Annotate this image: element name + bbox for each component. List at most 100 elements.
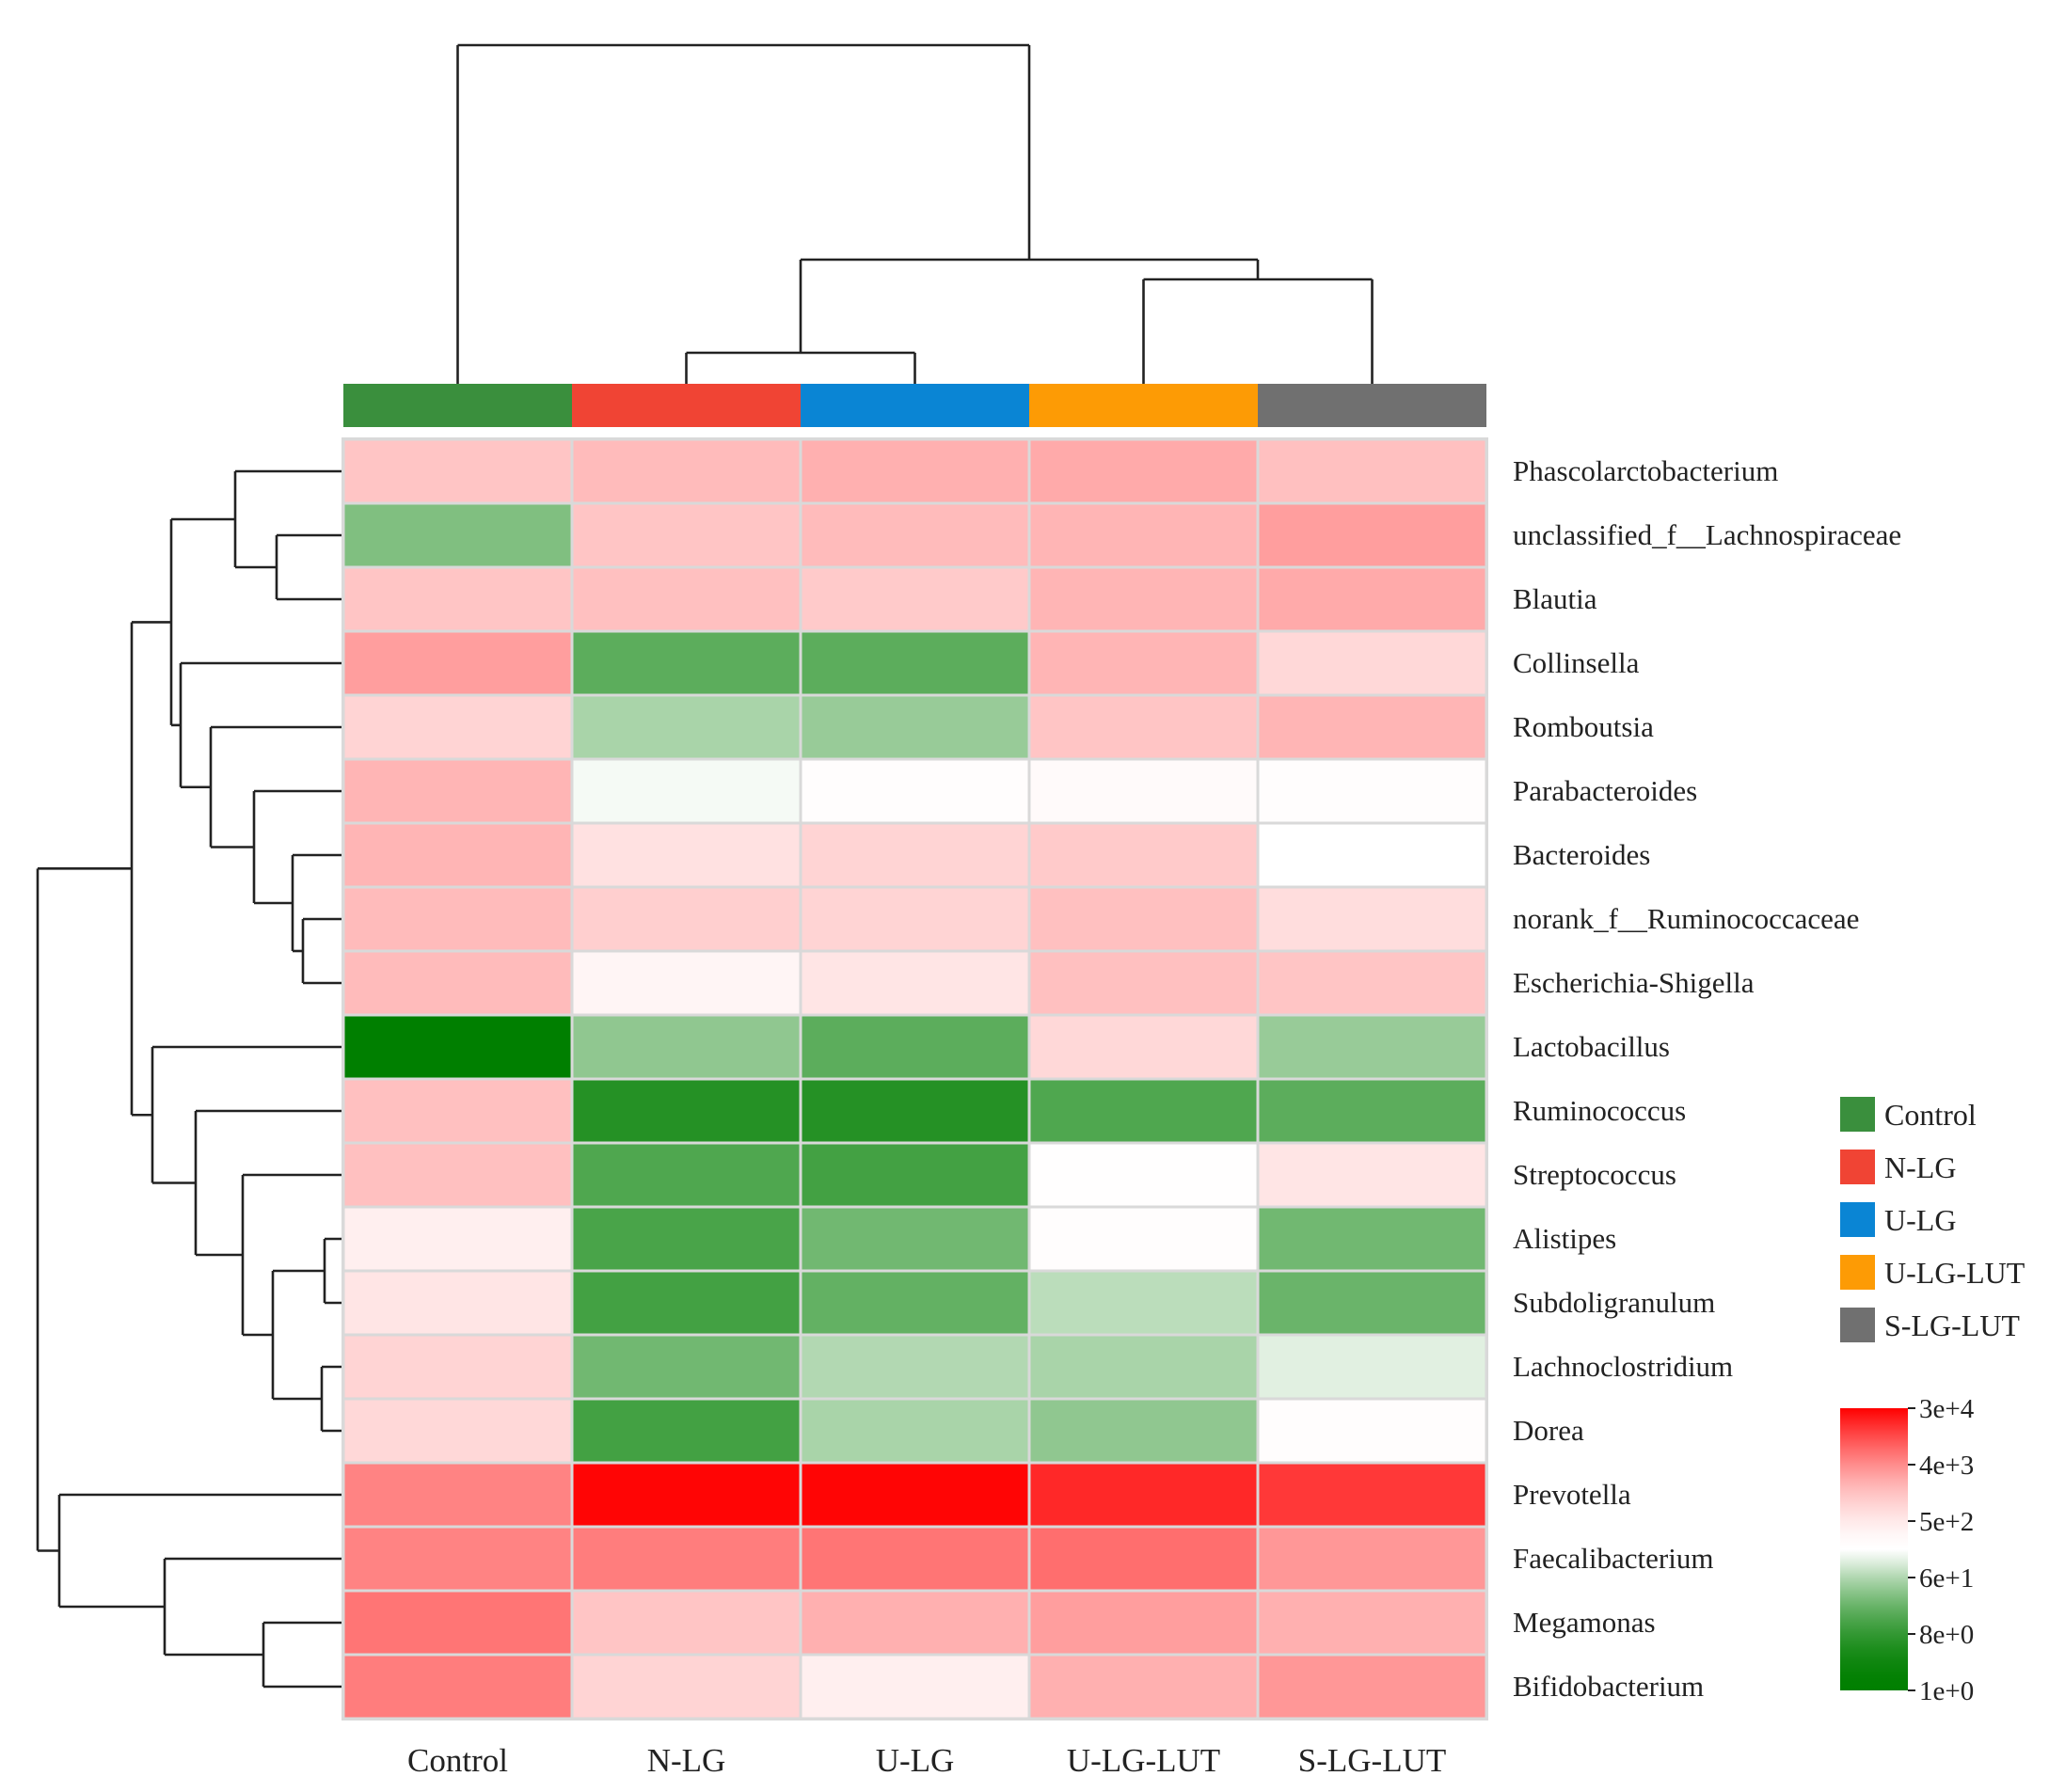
scale-tick-label: 4e+3 <box>1919 1451 1974 1481</box>
legend-swatch <box>1840 1097 1875 1132</box>
row-label: Bifidobacterium <box>1513 1670 1704 1703</box>
column-label: Control <box>407 1742 508 1779</box>
heatmap-cell <box>344 952 571 1014</box>
heatmap-cell <box>344 1336 571 1398</box>
heatmap-cell <box>802 1656 1028 1718</box>
heatmap-cell <box>1030 1144 1257 1206</box>
heatmap-cell <box>344 696 571 758</box>
heatmap-cell <box>1030 1592 1257 1654</box>
heatmap-cell <box>1259 1080 1485 1142</box>
heatmap-cell <box>1030 1528 1257 1590</box>
heatmap-cell <box>1259 824 1485 886</box>
heatmap-cell <box>1259 760 1485 822</box>
heatmap-cell <box>802 888 1028 950</box>
heatmap-cell <box>1030 632 1257 694</box>
heatmap-cell <box>573 1272 800 1334</box>
heatmap-cell <box>802 1464 1028 1526</box>
row-label: Phascolarctobacterium <box>1513 454 1778 487</box>
heatmap-cell <box>344 1400 571 1462</box>
heatmap-cell <box>1030 952 1257 1014</box>
heatmap-cell <box>1259 1272 1485 1334</box>
heatmap-cell <box>344 1592 571 1654</box>
heatmap-cell <box>344 1656 571 1718</box>
heatmap-cell <box>1259 952 1485 1014</box>
grid-background <box>342 437 1488 1721</box>
heatmap-cell <box>802 1208 1028 1270</box>
heatmap-cell <box>1030 1400 1257 1462</box>
heatmap-cell <box>573 632 800 694</box>
group-bar-segment <box>1029 384 1258 427</box>
heatmap-cell <box>344 1272 571 1334</box>
heatmap-cell <box>573 440 800 502</box>
heatmap-cell <box>1259 1400 1485 1462</box>
row-labels: Phascolarctobacterium unclassified_f__Lac… <box>1513 454 1901 1703</box>
color-scale-legend: 3e+4 4e+3 5e+2 6e+1 8e+0 1e+0 <box>1840 1394 1975 1706</box>
heatmap-cell <box>1030 1336 1257 1398</box>
heatmap-cell <box>802 440 1028 502</box>
heatmap-cell <box>1259 1592 1485 1654</box>
heatmap-cell <box>344 760 571 822</box>
row-label: norank_f__Ruminococcaceae <box>1513 902 1859 935</box>
heatmap-cell <box>344 1144 571 1206</box>
heatmap-cell <box>344 824 571 886</box>
group-legend: Control N-LG U-LG U-LG-LUT S-LG-LUT <box>1840 1097 2025 1342</box>
heatmap-cell <box>573 1400 800 1462</box>
heatmap-cell <box>1259 440 1485 502</box>
heatmap-cell <box>1259 1336 1485 1398</box>
heatmap-cell <box>573 1656 800 1718</box>
heatmap-cell <box>573 952 800 1014</box>
heatmap-cell <box>1030 824 1257 886</box>
heatmap-cell <box>1030 888 1257 950</box>
group-bar-segment <box>801 384 1029 427</box>
row-label: Faecalibacterium <box>1513 1542 1713 1575</box>
heatmap-cell <box>344 1080 571 1142</box>
group-color-bar <box>343 384 1486 427</box>
heatmap-cell <box>802 1528 1028 1590</box>
heatmap-cell <box>802 632 1028 694</box>
legend-label: N-LG <box>1884 1150 1956 1184</box>
heatmap-cell <box>802 568 1028 630</box>
row-label: Collinsella <box>1513 646 1640 679</box>
legend-label: U-LG <box>1884 1203 1956 1237</box>
row-label: Lachnoclostridium <box>1513 1350 1733 1383</box>
legend-label: U-LG-LUT <box>1884 1256 2025 1290</box>
heatmap-cell <box>573 760 800 822</box>
row-label: Dorea <box>1513 1414 1584 1447</box>
legend-swatch <box>1840 1202 1875 1237</box>
row-label: Megamonas <box>1513 1606 1656 1639</box>
heatmap-cell <box>802 1016 1028 1078</box>
heatmap-cell <box>573 504 800 566</box>
heatmap-cell <box>344 632 571 694</box>
heatmap-cell <box>1259 696 1485 758</box>
heatmap-cell <box>1030 1272 1257 1334</box>
heatmap-cell <box>1030 440 1257 502</box>
heatmap-cell <box>1030 504 1257 566</box>
heatmap-cell <box>344 1208 571 1270</box>
heatmap-cell <box>344 1016 571 1078</box>
heatmap-cell <box>1030 696 1257 758</box>
heatmap-cell <box>1259 504 1485 566</box>
group-bar-segment <box>1258 384 1486 427</box>
column-labels: Control N-LG U-LG U-LG-LUT S-LG-LUT <box>407 1742 1446 1779</box>
heatmap-cell <box>573 1016 800 1078</box>
scale-tick-label: 8e+0 <box>1919 1620 1974 1650</box>
heatmap-cell <box>573 1464 800 1526</box>
heatmap-cell <box>1259 568 1485 630</box>
heatmap-cell <box>573 568 800 630</box>
heatmap-cell <box>344 568 571 630</box>
heatmap-cell <box>802 952 1028 1014</box>
heatmap-cell <box>344 888 571 950</box>
heatmap-cell <box>573 824 800 886</box>
heatmap-cell <box>1259 1464 1485 1526</box>
column-dendrogram <box>456 43 1374 384</box>
heatmap-cell <box>802 1400 1028 1462</box>
row-label: Alistipes <box>1513 1222 1616 1255</box>
column-label: U-LG <box>876 1742 955 1779</box>
heatmap-cell <box>344 1464 571 1526</box>
heatmap-cell <box>573 1208 800 1270</box>
row-label: Parabacteroides <box>1513 774 1697 807</box>
column-label: S-LG-LUT <box>1298 1742 1446 1779</box>
heatmap-cell <box>1030 1016 1257 1078</box>
row-label: Blautia <box>1513 582 1597 615</box>
